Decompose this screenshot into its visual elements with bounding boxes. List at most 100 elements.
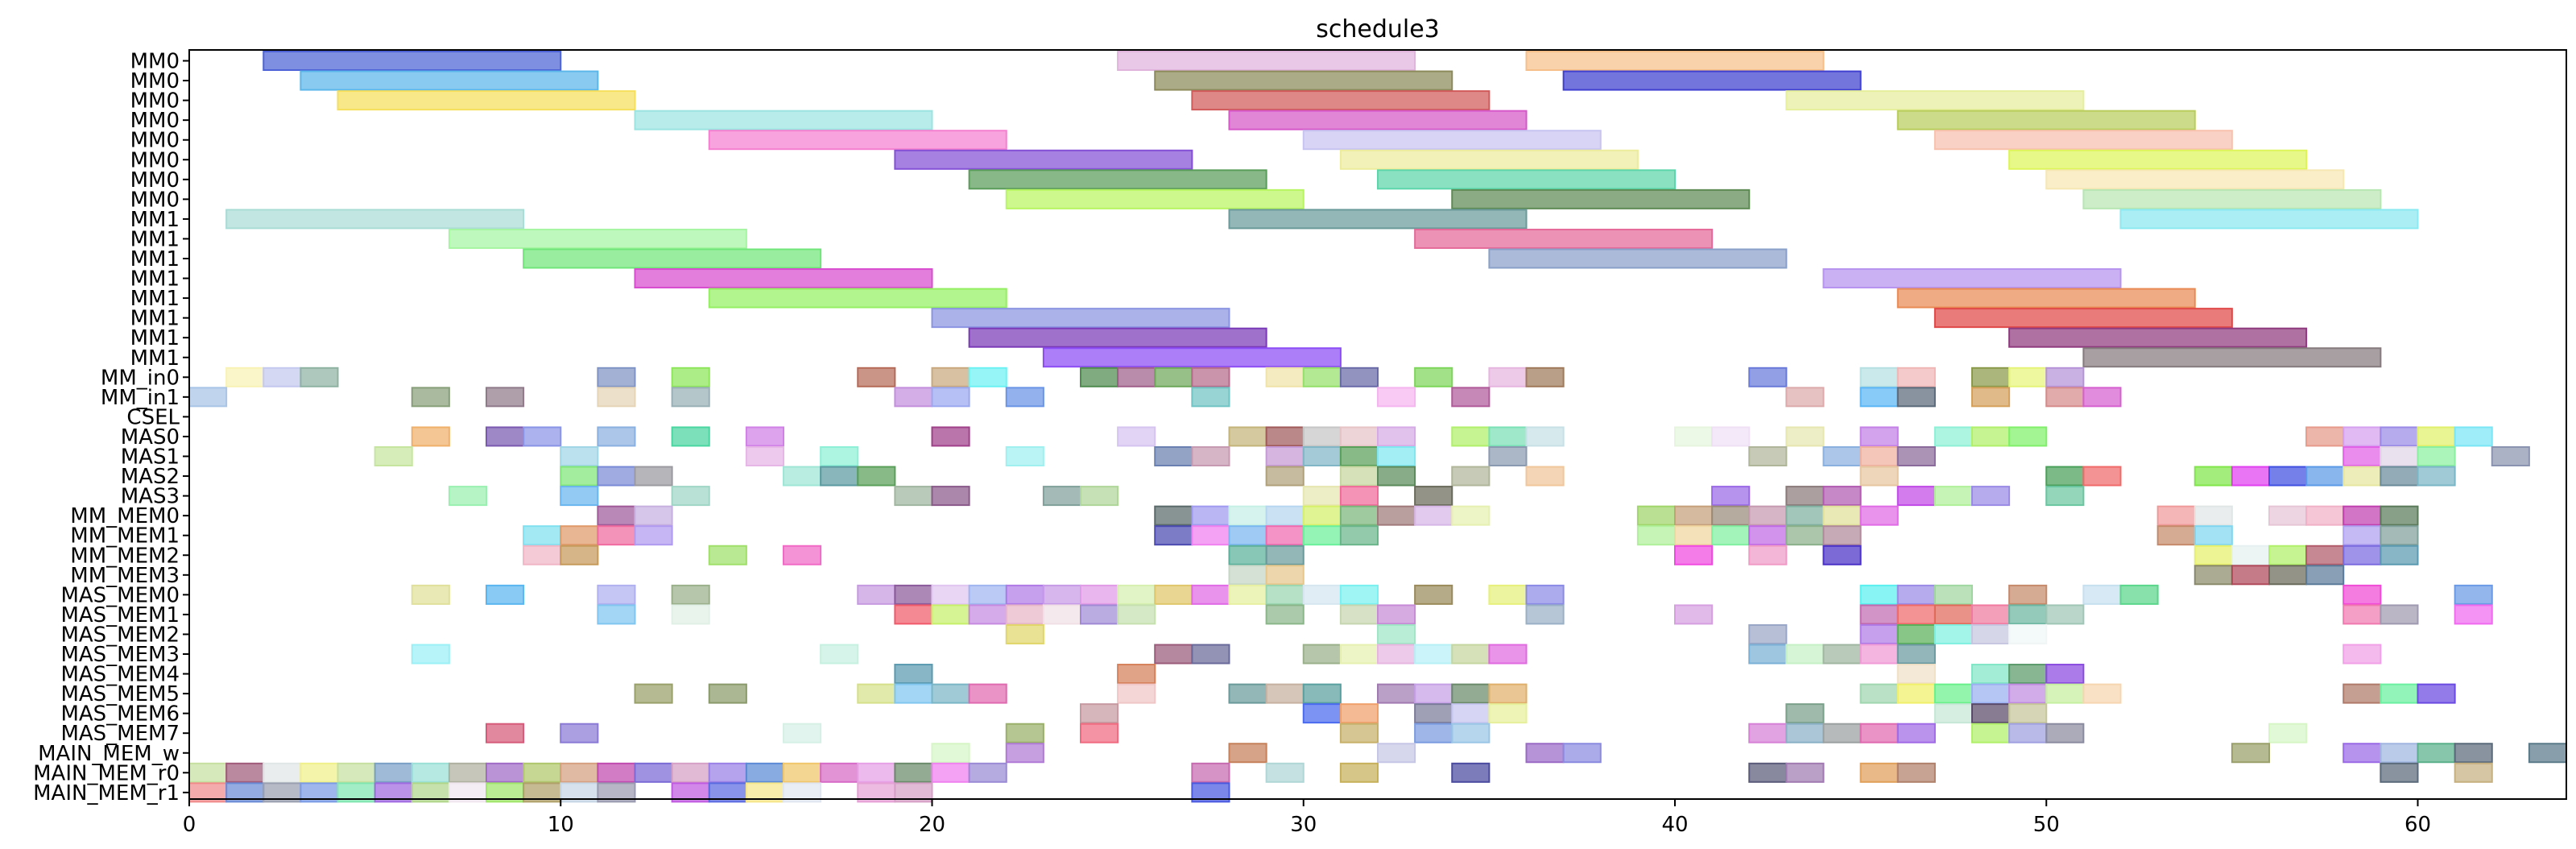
gantt-bar [1265, 762, 1305, 783]
gantt-bar [523, 248, 822, 269]
gantt-bar [1154, 70, 1453, 91]
gantt-bar [2454, 584, 2493, 605]
gantt-bar [1228, 545, 1267, 565]
gantt-bar [2045, 466, 2085, 487]
x-tick-label: 30 [1290, 813, 1317, 837]
gantt-bar [1674, 604, 1714, 625]
gantt-bar [1488, 248, 1788, 269]
gantt-bar [1785, 762, 1825, 783]
gantt-bar [560, 545, 599, 565]
x-tick-label: 0 [183, 813, 196, 837]
gantt-bar [597, 367, 636, 387]
gantt-bar [300, 367, 339, 387]
gantt-bar [968, 169, 1267, 190]
gantt-bar [1785, 703, 1825, 724]
gantt-bar [1859, 505, 1899, 526]
gantt-bar [2342, 446, 2382, 466]
gantt-bar [1191, 762, 1230, 783]
gantt-bar [2305, 565, 2345, 586]
gantt-bar [1933, 584, 1974, 605]
gantt-bar [1748, 762, 1788, 783]
gantt-bar [1042, 347, 1342, 368]
gantt-bar [2045, 387, 2085, 408]
gantt-bar [1377, 446, 1416, 466]
gantt-bar [894, 762, 933, 783]
gantt-bar [1488, 426, 1528, 447]
gantt-bar [1451, 644, 1491, 665]
gantt-bar [2454, 743, 2493, 764]
gantt-bar [2045, 604, 2085, 625]
gantt-bar [1377, 604, 1416, 625]
gantt-bar [337, 762, 376, 783]
gantt-bar [1265, 683, 1305, 704]
gantt-bar [894, 604, 933, 625]
gantt-bar [1154, 505, 1193, 526]
gantt-bar [1451, 723, 1491, 743]
gantt-bar [2380, 545, 2419, 565]
gantt-bar [1859, 584, 1899, 605]
gantt-bar [1785, 90, 2085, 111]
gantt-bar [1339, 703, 1379, 724]
gantt-bar [1933, 683, 1974, 704]
y-tick-label: MM_in1 [101, 386, 180, 410]
chart-title: schedule3 [1316, 15, 1440, 43]
x-tick-label: 50 [2033, 813, 2060, 837]
gantt-bar [1525, 51, 1825, 71]
gantt-bar [597, 525, 636, 546]
gantt-bar [1451, 466, 1491, 487]
gantt-bar [1154, 525, 1193, 546]
gantt-bar [560, 525, 599, 546]
gantt-bar [1080, 367, 1119, 387]
gantt-bar [300, 762, 339, 783]
gantt-bar [1748, 525, 1788, 546]
gantt-bar [1302, 525, 1342, 546]
gantt-bar [634, 762, 673, 783]
gantt-bar [1228, 209, 1528, 230]
gantt-bar [1674, 426, 1714, 447]
gantt-bar [560, 486, 599, 507]
y-tick-label: MAS2 [121, 465, 180, 489]
y-tick-label: MM1 [130, 346, 180, 371]
gantt-bar [708, 288, 1007, 309]
y-tick-label: MAIN_MEM_w [38, 742, 180, 766]
gantt-bar [1265, 505, 1305, 526]
y-tick-label: MAS1 [121, 445, 180, 470]
y-tick-label: MAS_MEM3 [60, 643, 180, 667]
gantt-bar [1971, 683, 2011, 704]
gantt-bar [2045, 169, 2345, 190]
gantt-bar [263, 367, 302, 387]
y-tick-label: MAS0 [121, 425, 180, 449]
gantt-bar [820, 446, 859, 466]
gantt-bar [894, 664, 933, 685]
gantt-bar [1971, 723, 2011, 743]
gantt-bar [894, 486, 933, 507]
gantt-bar [1265, 525, 1305, 546]
gantt-bar [1674, 545, 1714, 565]
gantt-bar [1042, 486, 1082, 507]
y-tick-label: MM0 [130, 109, 180, 133]
gantt-bar [1080, 723, 1119, 743]
gantt-bar [1785, 525, 1825, 546]
gantt-bar [1525, 584, 1565, 605]
gantt-bar [1971, 703, 2011, 724]
gantt-bar [2008, 584, 2048, 605]
gantt-bar [2082, 347, 2382, 368]
gantt-bar [1302, 130, 1602, 151]
gantt-bar [2380, 446, 2419, 466]
gantt-bar [1414, 505, 1453, 526]
y-tick-label: MM0 [130, 168, 180, 193]
gantt-bar [1339, 723, 1379, 743]
gantt-bar [1042, 584, 1082, 605]
y-tick-label: MM_MEM3 [70, 564, 180, 588]
gantt-bar [1896, 683, 1936, 704]
gantt-bar [2008, 664, 2048, 685]
gantt-bar [931, 426, 970, 447]
gantt-bar [2342, 466, 2382, 487]
gantt-bar [2008, 683, 2048, 704]
gantt-bar [634, 110, 933, 130]
gantt-bar [2008, 149, 2308, 170]
gantt-bar [2119, 209, 2419, 230]
gantt-bar [1859, 367, 1899, 387]
gantt-bar [708, 545, 747, 565]
